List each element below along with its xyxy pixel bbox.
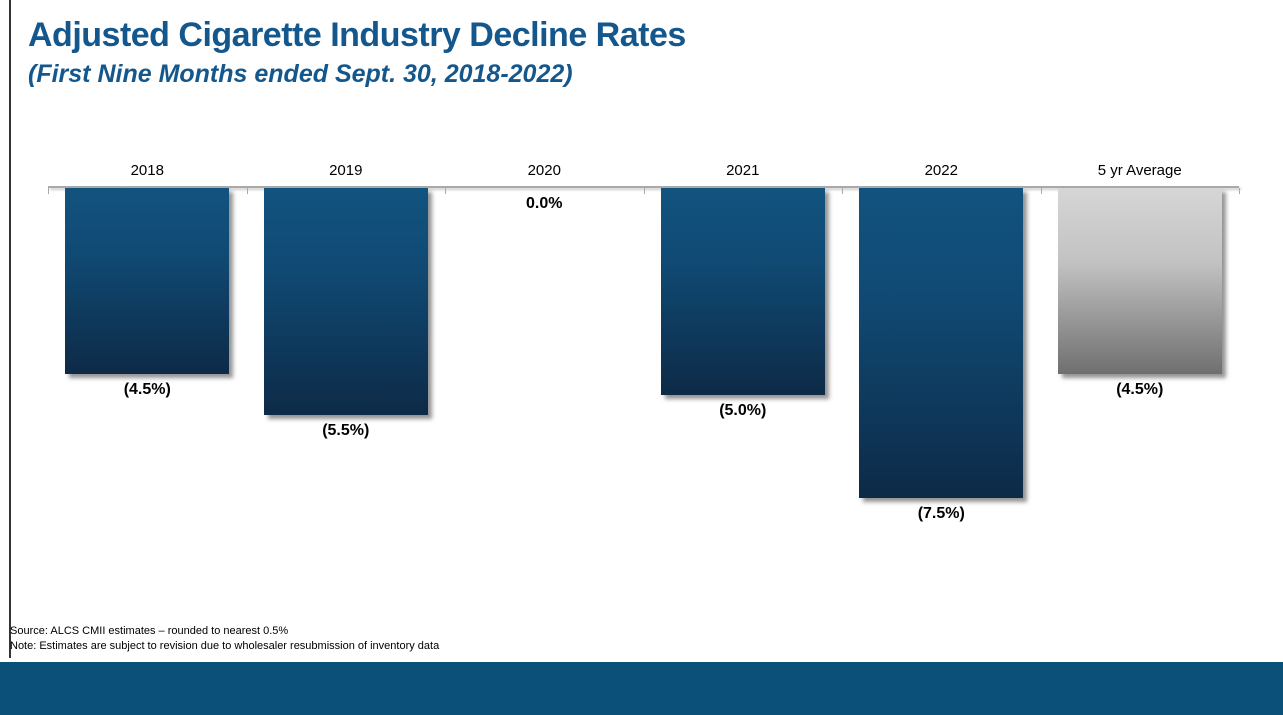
bar-2022 [859, 188, 1024, 498]
axis-tick [643, 188, 645, 194]
category-label-2020: 2020 [527, 162, 561, 179]
bar-5-yr-average [1057, 188, 1222, 374]
x-axis-baseline [48, 186, 1239, 188]
bar-2019 [263, 188, 428, 415]
slide-title: Adjusted Cigarette Industry Decline Rate… [28, 16, 686, 54]
axis-tick [1040, 188, 1042, 194]
axis-tick [445, 188, 446, 194]
axis-tick [1239, 188, 1240, 194]
bar-2018 [65, 188, 230, 374]
category-label-2019: 2019 [329, 162, 363, 179]
chart-area: 2018 (4.5%) 2019 (5.5%) 2020 0.0% 2021 (5.0%) 20… [48, 162, 1240, 522]
footnotes: Source: ALCS CMII estimates – rounded to… [10, 624, 439, 653]
value-label-2021: (5.0%) [719, 402, 767, 419]
source-note: Source: ALCS CMII estimates – rounded to… [10, 625, 289, 637]
estimates-note: Note: Estimates are subject to revision … [10, 639, 440, 652]
category-label-2021: 2021 [726, 162, 760, 179]
value-label-2018: (4.5%) [123, 381, 171, 398]
axis-tick [48, 188, 49, 194]
category-label-5-yr-average: 5 yr Average [1097, 162, 1182, 179]
value-label-5-yr-average: (4.5%) [1116, 381, 1164, 398]
value-label-2019: (5.5%) [322, 422, 370, 439]
category-label-2022: 2022 [924, 162, 958, 179]
value-label-2022: (7.5%) [917, 505, 965, 522]
category-label-2018: 2018 [130, 162, 164, 179]
axis-tick [842, 188, 843, 194]
bar-2021 [660, 188, 825, 395]
slide-left-border-line [9, 0, 11, 658]
value-label-2020: 0.0% [526, 195, 563, 212]
axis-tick [246, 188, 248, 194]
slide-subtitle: (First Nine Months ended Sept. 30, 2018-… [28, 60, 573, 88]
footer-bar: 25 | ALCS | Q3 2022 | 10.27.22 | For Inv… [0, 662, 1283, 715]
